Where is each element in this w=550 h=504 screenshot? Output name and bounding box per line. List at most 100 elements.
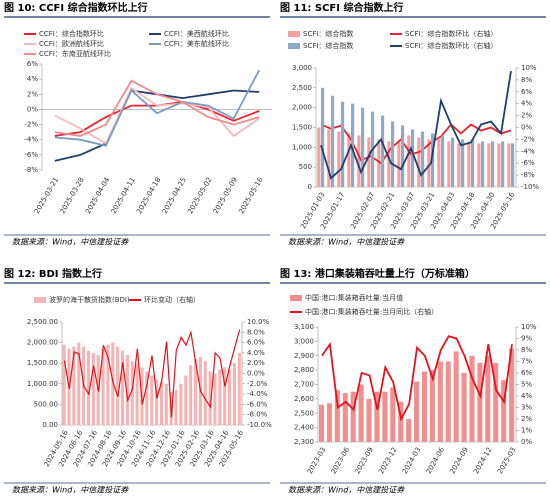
line <box>321 335 513 422</box>
bar <box>411 129 415 187</box>
x-tick-label: 2024-06 <box>425 446 447 476</box>
bar <box>453 351 459 442</box>
bar <box>341 101 345 187</box>
bar <box>145 371 149 425</box>
y-tick-label: 2,800 <box>294 366 314 374</box>
chart-title: 图 10: CCFI 综合指数环比上行 <box>4 1 148 14</box>
x-tick-label: 2023-03 <box>306 446 328 475</box>
y-tick-label: 2,600 <box>294 395 314 403</box>
bar <box>331 95 335 187</box>
line <box>54 69 260 147</box>
bar <box>150 375 154 425</box>
legend-swatch <box>34 297 46 303</box>
legend-label: SCFI：综合指数 <box>303 29 353 38</box>
y2-tick-label: -6.0% <box>247 400 268 408</box>
legend-swatch <box>290 295 302 301</box>
y-tick-label: 1,500.00 <box>27 359 58 367</box>
chart-title: 图 13: 港口集装箱吞吐量上行（万标准箱） <box>280 267 475 280</box>
bar <box>101 348 105 425</box>
y2-tick-label: 2% <box>521 112 532 120</box>
bar <box>366 398 372 442</box>
legend-label: CCFI：美东航线环比 <box>164 39 229 48</box>
bar <box>237 352 241 425</box>
y2-tick-label: 2.0% <box>247 359 265 367</box>
bar <box>437 139 441 187</box>
bar <box>357 135 361 187</box>
y2-tick-label: -4% <box>521 147 535 155</box>
bar <box>481 141 485 187</box>
y-tick-label: 1,000 <box>292 143 312 151</box>
y2-tick-label: 8.0% <box>247 328 265 336</box>
x-tick-label: 2023-06 <box>330 446 352 476</box>
line <box>54 79 260 137</box>
legend-label: SCFI：综合指数环比（右轴） <box>405 41 497 50</box>
y2-tick-label: -10.0% <box>247 421 272 429</box>
bar <box>431 133 435 187</box>
bar <box>461 139 465 187</box>
y-tick-label: 2,300 <box>294 438 314 446</box>
bar <box>361 107 365 187</box>
bar <box>184 375 188 425</box>
y-tick-label: 2% <box>27 90 38 98</box>
y2-tick-label: -6% <box>521 159 535 167</box>
legend-label: 环比变动（右轴） <box>144 295 200 304</box>
legend-label: CCFI：美西航线环比 <box>164 29 229 38</box>
y2-tick-label: 0% <box>521 124 532 132</box>
bar <box>120 350 125 425</box>
bar <box>208 371 212 425</box>
y-tick-label: 500.00 <box>34 400 59 408</box>
bar <box>111 342 115 425</box>
chart-title: 图 11: SCFI 综合指数上行 <box>280 1 403 14</box>
x-tick-label: 2025-03-21 <box>33 176 60 215</box>
y2-tick-label: 8% <box>521 346 532 354</box>
bar <box>469 355 475 442</box>
x-tick-label: 2023-12 <box>377 446 399 475</box>
y-tick-label: 1,500 <box>292 124 312 132</box>
bar <box>509 348 515 442</box>
bar <box>477 362 483 442</box>
source: 数据来源：Wind，中信建投证券 <box>12 238 129 247</box>
y2-tick-label: -8.0% <box>247 411 268 419</box>
bar <box>461 373 467 442</box>
legend-swatch <box>288 31 300 37</box>
bar <box>130 361 134 425</box>
bar <box>407 135 411 187</box>
bar <box>347 133 351 187</box>
y-tick-label: -8% <box>24 166 38 174</box>
y2-tick-label: 1% <box>521 427 532 435</box>
line <box>63 329 241 418</box>
bar <box>351 103 355 187</box>
x-tick-label: 2025-05-16 <box>237 176 265 216</box>
y-tick-label: 3,000 <box>292 64 312 72</box>
bar <box>447 141 451 187</box>
legend-swatch <box>288 43 300 49</box>
legend-label: SCFI：综合指数 <box>303 41 353 50</box>
bar <box>125 354 129 425</box>
y2-tick-label: 10% <box>521 323 537 331</box>
y2-tick-label: 3% <box>521 404 532 412</box>
y-tick-label: -2% <box>24 121 38 129</box>
y2-tick-label: -2.0% <box>247 380 268 388</box>
y2-tick-label: -2% <box>521 135 535 143</box>
bar <box>477 143 481 187</box>
y-tick-label: 4% <box>27 75 38 83</box>
bar <box>406 419 412 442</box>
y-tick-label: 3,100 <box>294 323 314 331</box>
source: 数据来源：Wind，中信建投证券 <box>288 486 405 495</box>
bar <box>223 367 227 425</box>
bar <box>326 403 332 442</box>
bar <box>203 361 207 425</box>
bar <box>342 393 348 442</box>
x-tick-label: 2025-03 <box>496 446 518 475</box>
bar <box>159 381 164 425</box>
y-tick-label: -4% <box>24 136 38 144</box>
y2-tick-label: 6% <box>521 88 532 96</box>
bar <box>135 363 139 425</box>
bar <box>391 121 395 187</box>
bar <box>511 143 515 187</box>
x-tick-label: 2025-04-04 <box>84 176 112 216</box>
y2-tick-label: 4% <box>521 100 532 108</box>
y-tick-label: 0% <box>27 105 38 113</box>
bar <box>501 141 505 187</box>
